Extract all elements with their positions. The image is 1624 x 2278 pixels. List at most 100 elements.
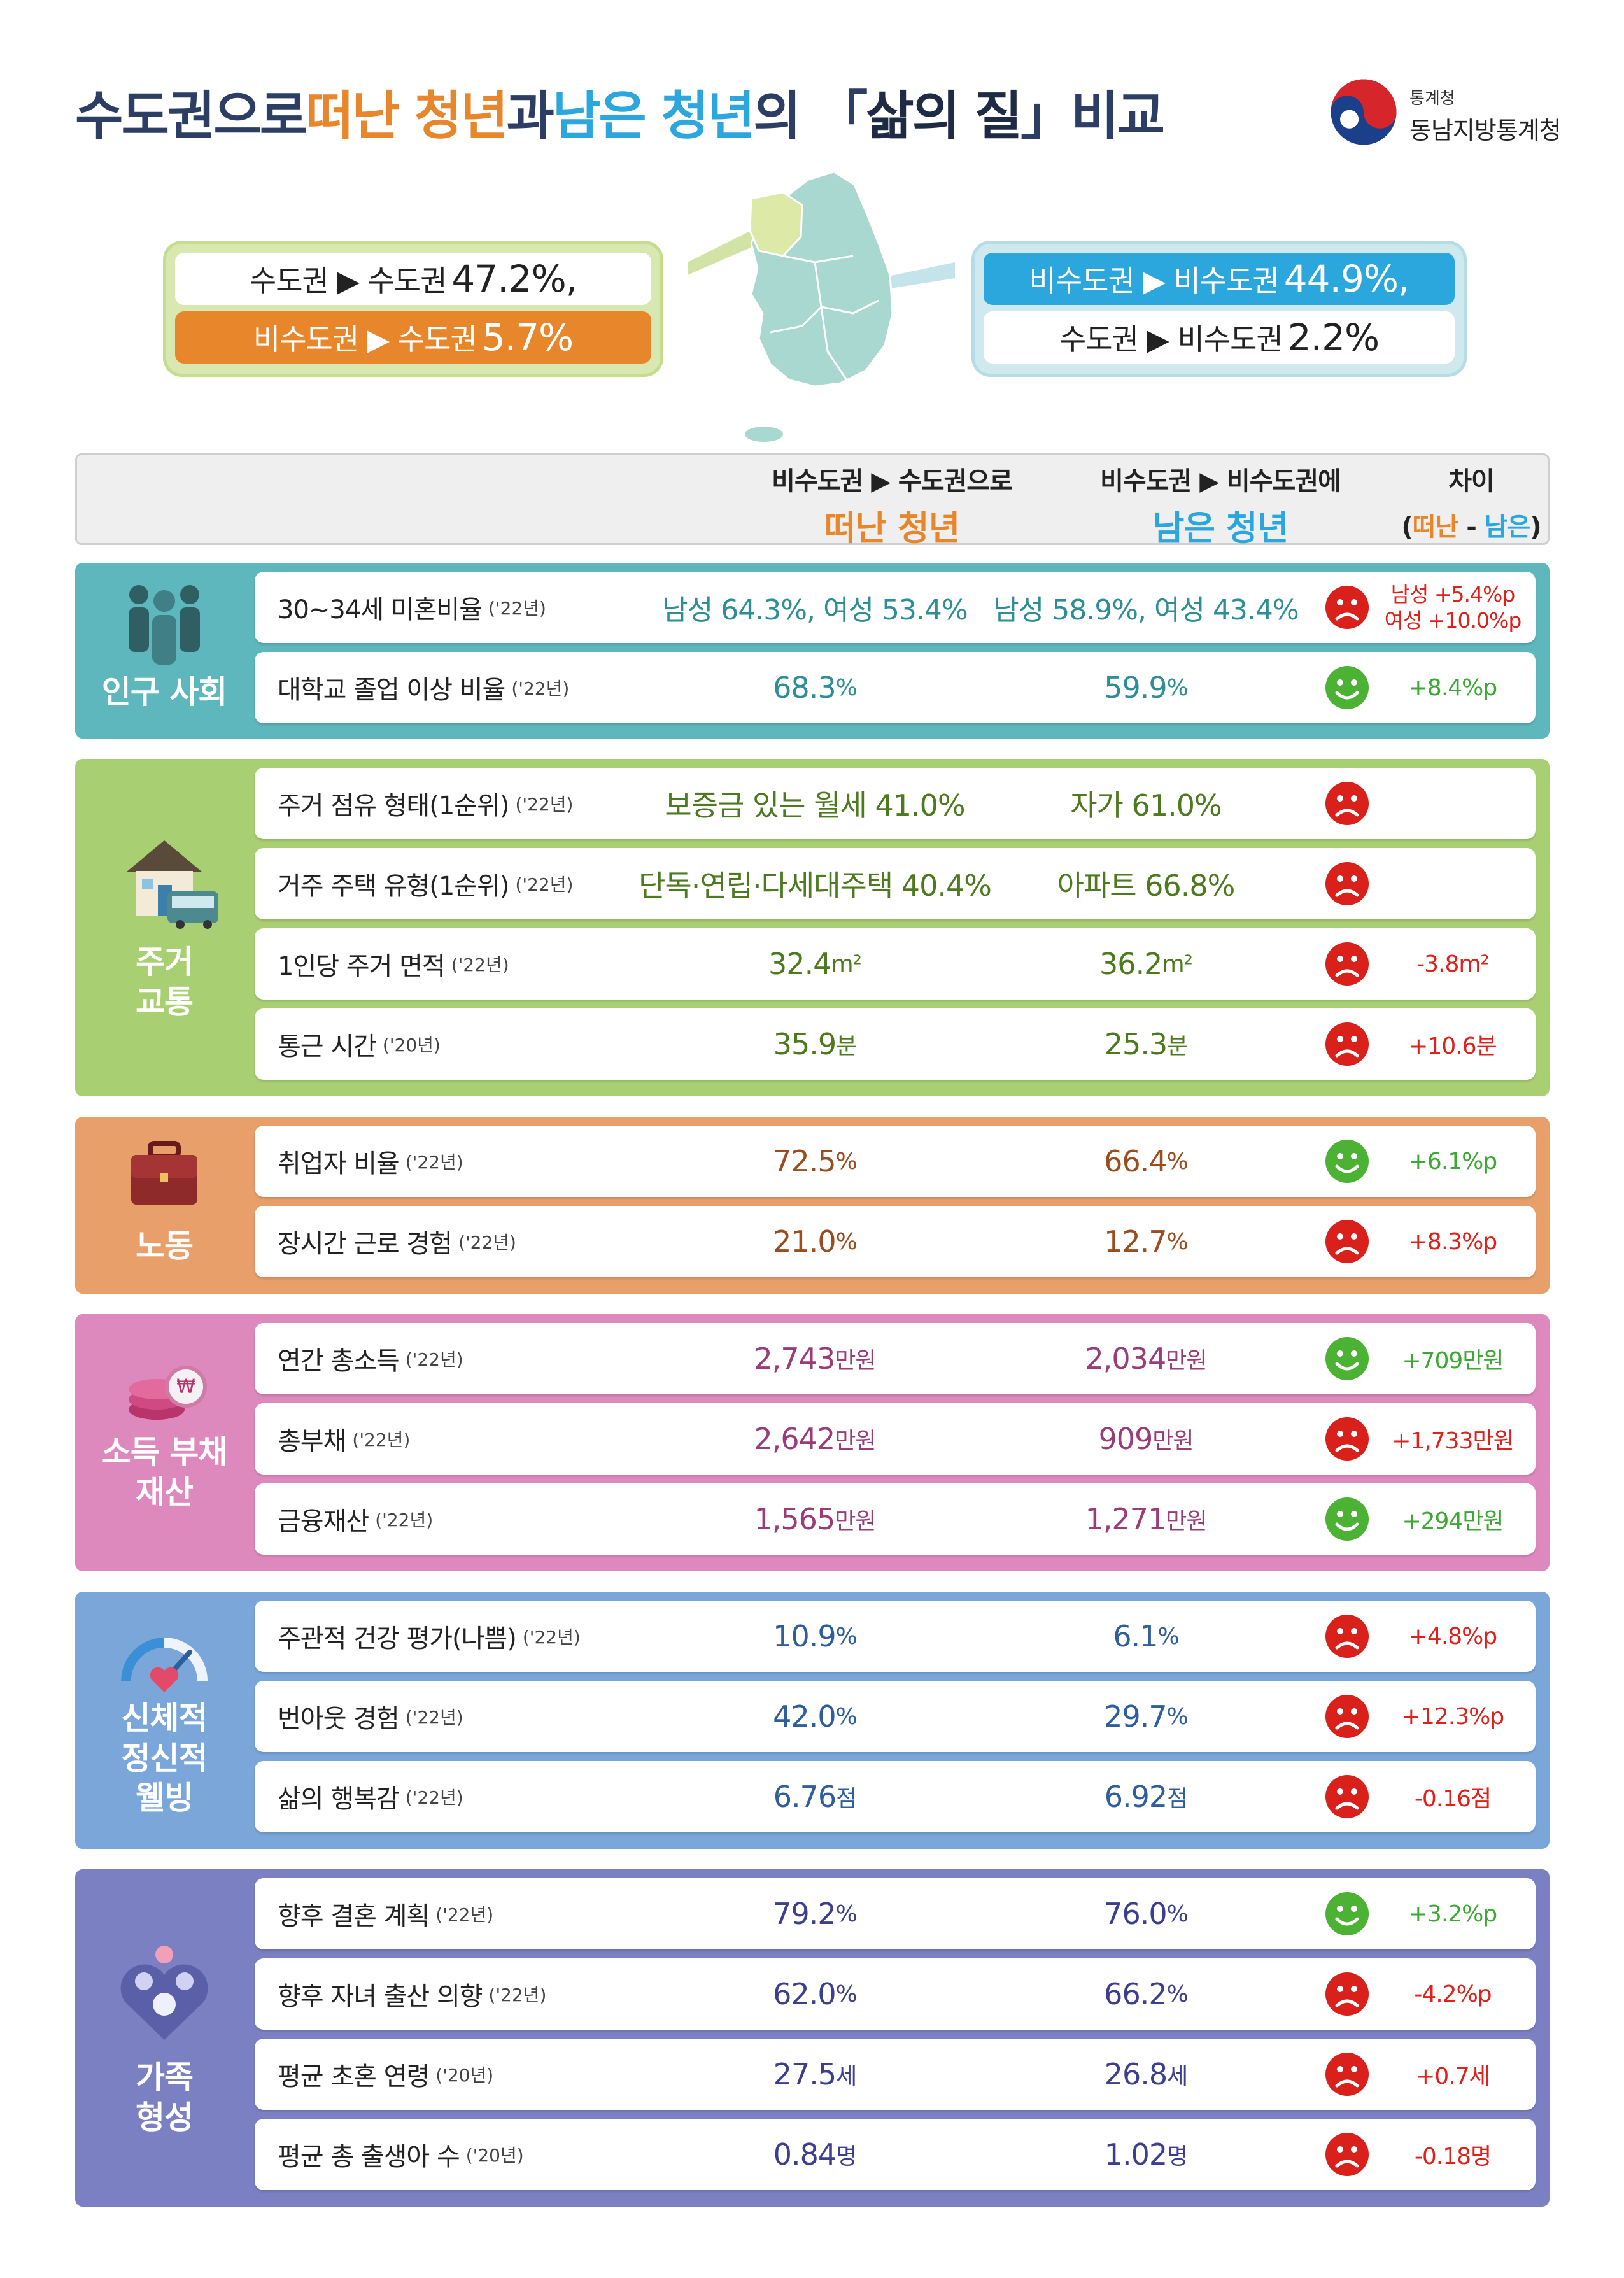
callout-right-row-1-value: 44.9%, [1283,257,1410,301]
section-label: 주거 교통 [75,942,253,1022]
value-unit: 세 [1167,2063,1188,2090]
table-column-header: 비수도권 ▶ 수도권으로 떠난 청년 비수도권 ▶ 비수도권에 남은 청년 차이… [75,453,1550,548]
value-difference: -3.8m² [1416,951,1490,977]
section-label-line2: 교통 [136,983,194,1021]
section-population-society: 인구 사회 30~34세 미혼비율 ('22년) 남성 64.3%, 여성 53.… [75,563,1550,739]
value-difference: +8.4%p [1408,674,1497,701]
value-number: 25.3 [1104,1027,1168,1061]
row-label: 통근 시간 ('20년) [278,1008,441,1080]
table-row: 총부채 ('22년) 2,642 만원 909 만원 +1,733만원 [255,1403,1536,1475]
value-number: 66.2 [1104,1977,1167,2011]
value-left-youth: 27.5 세 [649,2039,980,2110]
value-unit: 만원 [1166,1348,1207,1374]
row-label: 연간 총소득 ('22년) [278,1323,463,1394]
value-stayed-youth: 자가 61.0% [1070,788,1222,823]
value-number: 27.5 [773,2057,837,2091]
value-unit: m² [831,951,861,977]
sad-face-icon [1325,1417,1369,1461]
column-header-stayed-youth: 비수도권 ▶ 비수도권에 남은 청년 [1068,460,1373,550]
value-stayed-youth: 26.8 세 [980,2039,1311,2110]
value-left-youth: 35.9 분 [649,1008,980,1080]
table-row: 금융재산 ('22년) 1,565 만원 1,271 만원 +294만원 [255,1483,1536,1555]
coins-icon: ₩ [129,1366,207,1420]
value-number: 1,565 [754,1502,836,1536]
section-label: 인구 사회 [101,674,227,711]
value-unit: % [1166,674,1189,701]
value-difference: -4.2%p [1414,1981,1492,2007]
value-difference [1379,768,1527,839]
table-row: 연간 총소득 ('22년) 2,743 만원 2,034 만원 +709만원 [255,1323,1536,1394]
value-unit: % [835,1900,858,1927]
title-part-5: 의 「 [753,85,868,146]
section-family-formation: 가족 형성 향후 결혼 계획 ('22년) 79.2% 76.0% +3.2%p … [75,1869,1550,2207]
row-label: 삶의 행복감 ('22년) [278,1761,463,1832]
row-label: 장시간 근로 경험 ('22년) [278,1206,516,1277]
column-header-diff-line2: (떠난 - 남은) [1395,506,1548,543]
value-difference: +1,733만원 [1392,1428,1514,1454]
value-unit: 명 [1167,2144,1188,2170]
row-year: ('22년) [405,1349,463,1370]
row-label: 번아웃 경험 ('22년) [278,1681,463,1752]
row-label: 향후 자녀 출산 의향 ('22년) [278,1958,546,2030]
table-row: 장시간 근로 경험 ('22년) 21.0% 12.7% +8.3%p [255,1206,1536,1277]
column-header-stayed-line1: 비수도권 ▶ 비수도권에 [1100,467,1341,496]
value-left-youth: 2,743 만원 [649,1323,980,1394]
value-stayed-youth: 1.02 명 [980,2119,1311,2190]
gauge-heart-icon [121,1638,208,1692]
row-year: ('22년) [405,1707,463,1728]
agency-logo: 통계청 동남지방통계청 [1328,71,1570,154]
callout-right-row-2-value: 2.2% [1287,316,1380,359]
value-left-youth: 남성 64.3%, 여성 53.4% [662,594,968,626]
value-number: 72.5 [773,1144,836,1178]
section-label: 가족 형성 [75,2058,253,2137]
value-unit: 점 [1167,1786,1188,1812]
row-label-text: 장시간 근로 경험 [278,1229,453,1259]
title-part-1: 수도권으로 [75,85,307,146]
value-left-youth: 79.2% [649,1878,980,1949]
value-number: 59.9 [1104,670,1167,705]
table-row: 거주 주택 유형(1순위) ('22년) 단독·연립·다세대주택 40.4% 아파… [255,848,1536,919]
section-label-line2: 정신적 [121,1739,208,1777]
value-stayed-youth: 아파트 66.8% [1057,868,1236,903]
section-label: 노동 [136,1227,194,1264]
callout-left-row-2-value: 5.7% [481,316,574,359]
value-unit: % [835,1228,858,1255]
logo-subtitle: 통계청 [1409,89,1455,108]
value-difference: +3.2%p [1408,1900,1497,1927]
value-difference: +12.3%p [1401,1703,1504,1730]
value-number: 2,642 [754,1422,836,1456]
row-label: 주관적 건강 평가(나쁨) ('22년) [278,1601,581,1672]
row-label-text: 삶의 행복감 [278,1785,400,1814]
value-number: 36.2 [1099,947,1162,981]
column-header-diff-line1: 차이 [1448,467,1495,496]
row-label-text: 주거 점유 형태(1순위) [278,791,509,821]
row-label-text: 향후 자녀 출산 의향 [278,1982,483,2011]
value-number: 2,034 [1085,1341,1167,1376]
row-label: 주거 점유 형태(1순위) ('22년) [278,768,573,839]
sad-face-icon [1325,2133,1369,2176]
table-row: 삶의 행복감 ('22년) 6.76 점 6.92 점 -0.16점 [255,1761,1536,1832]
row-label: 1인당 주거 면적 ('22년) [278,928,509,1000]
row-label-text: 연간 총소득 [278,1347,400,1376]
table-row: 향후 결혼 계획 ('22년) 79.2% 76.0% +3.2%p [255,1878,1536,1949]
value-difference: +10.6분 [1409,1033,1497,1059]
value-unit: % [1166,1981,1189,2007]
callout-left-row-1-value: 47.2%, [451,257,577,301]
value-number: 62.0 [773,1977,836,2011]
value-unit: m² [1162,951,1192,977]
value-number: 26.8 [1104,2057,1168,2091]
row-label-text: 30~34세 미혼비율 [278,595,483,625]
value-unit: % [835,674,858,701]
value-unit: 만원 [835,1508,876,1534]
people-icon [129,585,200,665]
taeguk-logo-icon [1331,79,1397,145]
callout-left-row-1-text: 수도권 ▶ 수도권 [249,264,448,298]
value-stayed-youth: 29.7% [980,1681,1311,1752]
row-label: 금융재산 ('22년) [278,1483,433,1555]
table-row: 통근 시간 ('20년) 35.9 분 25.3 분 +10.6분 [255,1008,1536,1080]
column-header-left-line2: 떠난 청년 [824,508,961,548]
sad-face-icon [1325,586,1369,629]
row-label-text: 번아웃 경험 [278,1704,400,1734]
row-label: 취업자 비율 ('22년) [278,1126,463,1197]
value-unit: 만원 [1152,1428,1194,1454]
